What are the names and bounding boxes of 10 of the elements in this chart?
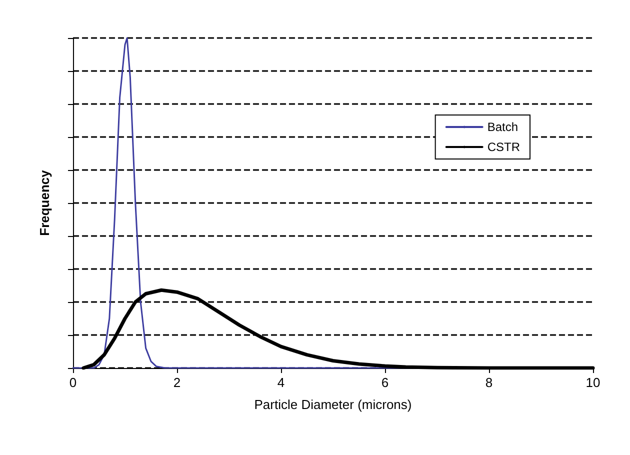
x-tick-label: 10 [586, 375, 600, 390]
x-axis-title: Particle Diameter (microns) [254, 397, 412, 412]
x-tick-label: 8 [485, 375, 493, 390]
x-tick-label: 0 [69, 375, 77, 390]
x-tick-label: 4 [277, 375, 285, 390]
legend-label: Batch [487, 120, 518, 134]
legend-label: CSTR [487, 140, 520, 154]
x-tick-label: 2 [173, 375, 181, 390]
y-axis-title: Frequency [37, 169, 52, 236]
x-tick-label: 6 [381, 375, 389, 390]
